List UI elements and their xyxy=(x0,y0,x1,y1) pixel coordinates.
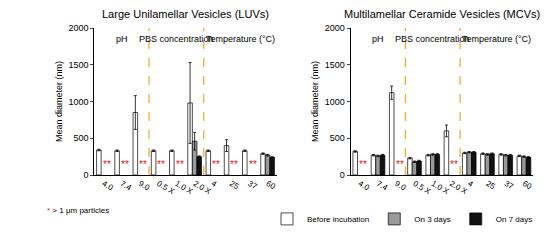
svg-text:37: 37 xyxy=(246,179,259,192)
svg-text:1.0 X: 1.0 X xyxy=(173,179,194,196)
svg-text:4.0: 4.0 xyxy=(100,179,115,193)
svg-text:PBS concentration: PBS concentration xyxy=(395,34,470,44)
svg-text:25: 25 xyxy=(228,179,241,192)
svg-text:**: ** xyxy=(249,159,257,170)
svg-text:**: ** xyxy=(396,159,404,170)
svg-text:4.0: 4.0 xyxy=(357,179,372,193)
svg-text:1000: 1000 xyxy=(325,97,345,107)
svg-text:4: 4 xyxy=(210,179,219,189)
svg-text:Before incubation: Before incubation xyxy=(307,215,369,224)
svg-text:* > 1 μm particles: * > 1 μm particles xyxy=(47,206,109,215)
svg-text:2000: 2000 xyxy=(68,23,88,33)
svg-text:0: 0 xyxy=(83,170,88,180)
svg-text:pH: pH xyxy=(372,34,384,44)
svg-text:60: 60 xyxy=(265,179,278,192)
svg-text:**: ** xyxy=(103,159,111,170)
svg-text:**: ** xyxy=(450,159,458,170)
svg-text:500: 500 xyxy=(73,133,88,143)
svg-text:**: ** xyxy=(230,159,238,170)
svg-text:9.0: 9.0 xyxy=(393,179,408,193)
svg-text:60: 60 xyxy=(521,179,534,192)
svg-text:1000: 1000 xyxy=(68,97,88,107)
svg-text:**: ** xyxy=(212,159,220,170)
svg-text:9.0: 9.0 xyxy=(137,179,152,193)
svg-text:2000: 2000 xyxy=(325,23,345,33)
svg-text:PBS concentration: PBS concentration xyxy=(139,34,214,44)
svg-text:1.0 X: 1.0 X xyxy=(430,179,451,196)
svg-text:0: 0 xyxy=(340,170,345,180)
svg-text:pH: pH xyxy=(116,34,128,44)
svg-text:37: 37 xyxy=(503,179,516,192)
svg-text:**: ** xyxy=(157,159,165,170)
svg-text:**: ** xyxy=(176,159,184,170)
svg-text:1500: 1500 xyxy=(68,60,88,70)
svg-text:On 3 days: On 3 days xyxy=(414,215,450,224)
svg-text:25: 25 xyxy=(484,179,497,192)
svg-text:4: 4 xyxy=(466,179,475,189)
svg-text:Mean diameter (nm): Mean diameter (nm) xyxy=(310,61,320,142)
svg-text:2.0 X: 2.0 X xyxy=(192,179,213,196)
svg-text:2.0 X: 2.0 X xyxy=(448,179,469,196)
svg-text:500: 500 xyxy=(330,133,345,143)
svg-text:7.4: 7.4 xyxy=(119,179,134,193)
svg-text:0.5 X: 0.5 X xyxy=(155,179,176,196)
svg-text:On 7 days: On 7 days xyxy=(496,215,532,224)
svg-text:Mean diameter (nm): Mean diameter (nm) xyxy=(54,61,64,142)
svg-text:Temperature (°C): Temperature (°C) xyxy=(206,34,275,44)
svg-text:Large Unilamellar Vesicles (LU: Large Unilamellar Vesicles (LUVs) xyxy=(102,8,269,20)
svg-text:**: ** xyxy=(121,159,129,170)
svg-text:7.4: 7.4 xyxy=(375,179,390,193)
svg-text:0.5 X: 0.5 X xyxy=(412,179,433,196)
svg-text:**: ** xyxy=(359,159,367,170)
svg-text:**: ** xyxy=(139,159,147,170)
svg-text:Multilamellar Ceramide Vesicle: Multilamellar Ceramide Vesicles (MCVs) xyxy=(344,8,540,20)
svg-text:1500: 1500 xyxy=(325,60,345,70)
svg-text:Temperature (°C): Temperature (°C) xyxy=(462,34,531,44)
